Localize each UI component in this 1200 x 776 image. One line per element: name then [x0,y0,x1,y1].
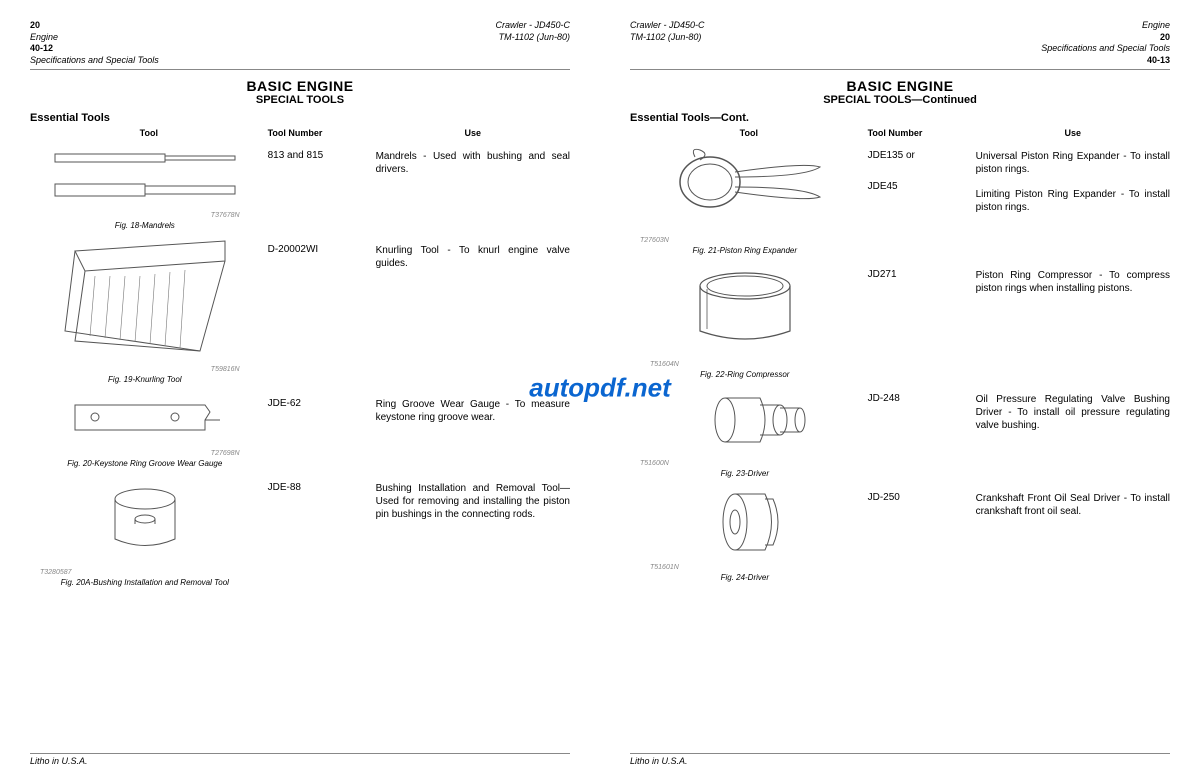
section-name: Engine [30,32,159,44]
tool-illustration: T51600N Fig. 23-Driver [630,385,868,478]
fig-caption: Fig. 19-Knurling Tool [108,375,182,384]
section-num: 20 [30,20,40,30]
tool-number: JD-248 [868,385,976,404]
fig-id: T27603N [630,237,860,244]
fig-caption: Fig. 18-Mandrels [115,221,175,230]
page-num: 40-13 [1147,55,1170,65]
tool-number: JDE135 or JDE45 [868,142,976,212]
tool-number-2: JDE45 [868,181,976,192]
col-use: Use [976,128,1170,138]
tool-illustration: T51601N Fig. 24-Driver [630,484,868,582]
page-footer: Litho in U.S.A. [630,753,1170,766]
tool-number: D-20002WI [268,236,376,255]
right-page: Crawler - JD450-C TM-1102 (Jun-80) Engin… [600,0,1200,776]
subsection: Specifications and Special Tools [1041,43,1170,55]
tool-row: T59816N Fig. 19-Knurling Tool D-20002WI … [30,236,570,384]
tool-use: Universal Piston Ring Expander - To inst… [976,142,1170,214]
tool-use: Bushing Installation and Removal Tool—Us… [376,474,570,521]
column-headers: Tool Tool Number Use [30,128,570,138]
fig-caption: Fig. 24-Driver [721,573,769,582]
col-num: Tool Number [868,128,976,138]
tool-illustration: T51604N Fig. 22-Ring Compressor [630,261,868,379]
tool-illustration: T37678N Fig. 18-Mandrels [30,142,268,230]
manual-ref: TM-1102 (Jun-80) [495,32,570,44]
fig-caption: Fig. 23-Driver [721,469,769,478]
tool-row: T37678N Fig. 18-Mandrels 813 and 815 Man… [30,142,570,230]
fig-caption: Fig. 21-Piston Ring Expander [693,246,798,255]
fig-id: T51604N [630,361,860,368]
tool-illustration: T27603N Fig. 21-Piston Ring Expander [630,142,868,255]
tool-illustration: T59816N Fig. 19-Knurling Tool [30,236,268,384]
col-tool: Tool [30,128,268,138]
fig-id: T37678N [30,212,260,219]
fig-caption: Fig. 20-Keystone Ring Groove Wear Gauge [67,459,222,468]
title-main: BASIC ENGINE [630,78,1170,94]
page-header-left: 20 Engine 40-12 Specifications and Speci… [30,20,570,70]
tool-row: T3280587 Fig. 20A-Bushing Installation a… [30,474,570,587]
title-sub: SPECIAL TOOLS [30,94,570,106]
title-block: BASIC ENGINE SPECIAL TOOLS [30,78,570,106]
tool-use: Crankshaft Front Oil Seal Driver - To in… [976,484,1170,518]
col-num: Tool Number [268,128,376,138]
tool-number-1: JDE135 or [868,150,976,161]
page-spread: 20 Engine 40-12 Specifications and Speci… [0,0,1200,776]
tool-illustration: T27698N Fig. 20-Keystone Ring Groove Wea… [30,390,268,468]
section-label: Essential Tools [30,112,570,124]
tool-number: 813 and 815 [268,142,376,161]
tool-use: Piston Ring Compressor - To compress pis… [976,261,1170,295]
fig-id: T51600N [630,460,860,467]
page-header-right: Crawler - JD450-C TM-1102 (Jun-80) Engin… [630,20,1170,70]
title-main: BASIC ENGINE [30,78,570,94]
tool-number: JDE-88 [268,474,376,493]
tool-row: T51601N Fig. 24-Driver JD-250 Crankshaft… [630,484,1170,582]
fig-id: T27698N [30,450,260,457]
model: Crawler - JD450-C [630,20,705,32]
fig-id: T51601N [630,564,860,571]
model: Crawler - JD450-C [495,20,570,32]
tool-number: JD-250 [868,484,976,503]
fig-caption: Fig. 20A-Bushing Installation and Remova… [61,578,229,587]
col-use: Use [376,128,570,138]
title-block: BASIC ENGINE SPECIAL TOOLS—Continued [630,78,1170,106]
manual-ref: TM-1102 (Jun-80) [630,32,705,44]
fig-id: T3280587 [30,569,260,576]
tool-use-2: Limiting Piston Ring Expander - To insta… [976,188,1170,214]
tool-row: T27603N Fig. 21-Piston Ring Expander JDE… [630,142,1170,255]
page-num: 40-12 [30,43,53,53]
tool-use: Mandrels - Used with bushing and seal dr… [376,142,570,176]
fig-caption: Fig. 22-Ring Compressor [700,370,789,379]
section-num: 20 [1160,32,1170,42]
left-page: 20 Engine 40-12 Specifications and Speci… [0,0,600,776]
col-tool: Tool [630,128,868,138]
tool-number: JDE-62 [268,390,376,409]
tool-row: T51600N Fig. 23-Driver JD-248 Oil Pressu… [630,385,1170,478]
tool-use: Knurling Tool - To knurl engine valve gu… [376,236,570,270]
fig-id: T59816N [30,366,260,373]
subsection: Specifications and Special Tools [30,55,159,67]
column-headers: Tool Tool Number Use [630,128,1170,138]
title-sub: SPECIAL TOOLS—Continued [630,94,1170,106]
section-label: Essential Tools—Cont. [630,112,1170,124]
tool-use: Oil Pressure Regulating Valve Bushing Dr… [976,385,1170,432]
tool-number: JD271 [868,261,976,280]
tool-row: T27698N Fig. 20-Keystone Ring Groove Wea… [30,390,570,468]
tool-use: Ring Groove Wear Gauge - To measure keys… [376,390,570,424]
tool-use-1: Universal Piston Ring Expander - To inst… [976,150,1170,176]
tool-row: T51604N Fig. 22-Ring Compressor JD271 Pi… [630,261,1170,379]
page-footer: Litho in U.S.A. [30,753,570,766]
tool-illustration: T3280587 Fig. 20A-Bushing Installation a… [30,474,268,587]
section-name: Engine [1041,20,1170,32]
